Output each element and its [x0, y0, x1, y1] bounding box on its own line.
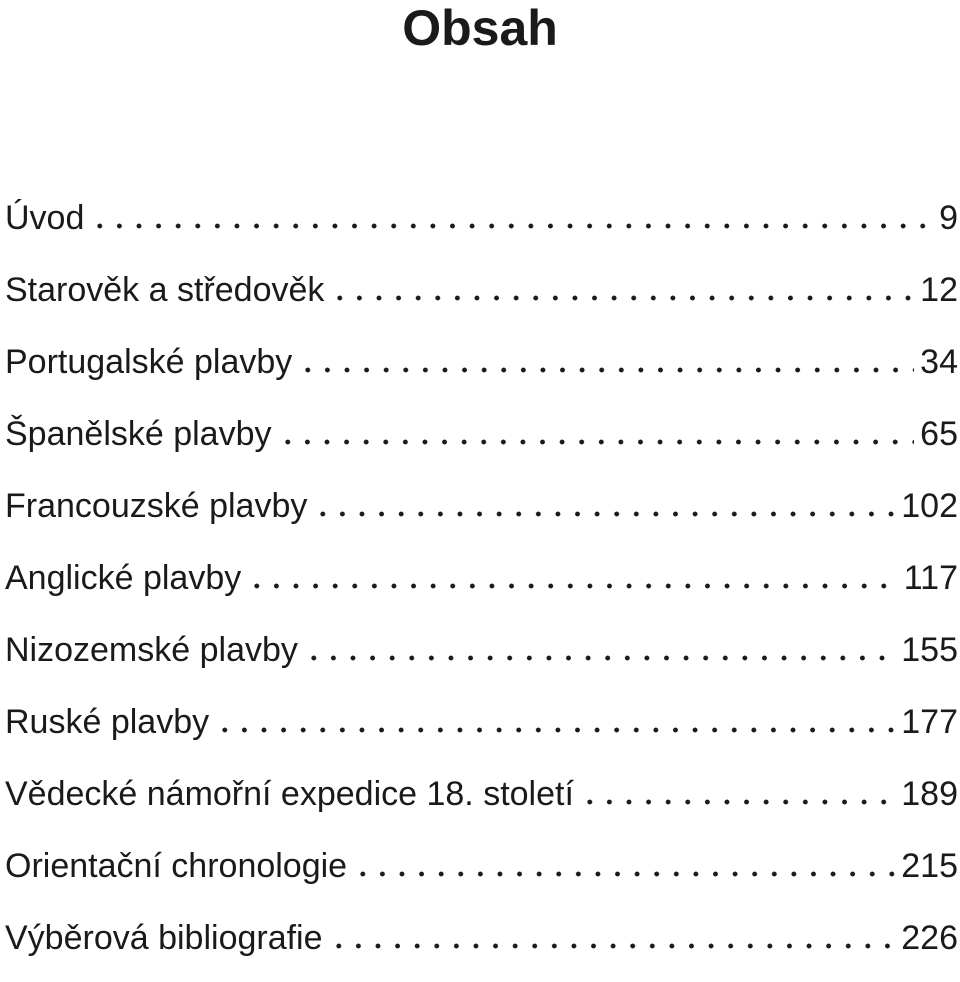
- table-of-contents: Úvod 9 Starověk a středověk 12 Portugalské p…: [5, 190, 958, 982]
- toc-entry: Vědecké námořní expedice 18. století 189: [5, 766, 958, 838]
- entry-label: Francouzské plavby: [5, 487, 308, 525]
- entry-label: Vědecké námořní expedice 18. století: [5, 775, 574, 813]
- page-number: 189: [901, 775, 958, 813]
- dot-leader: [313, 511, 896, 517]
- dot-leader: [353, 871, 896, 877]
- entry-label: Úvod: [5, 199, 85, 237]
- entry-label: Ruské plavby: [5, 703, 210, 741]
- entry-label: Anglické plavby: [5, 559, 242, 597]
- toc-entry: Výběrová bibliografie 226: [5, 910, 958, 982]
- page-number: 65: [920, 415, 958, 453]
- page-number: 117: [903, 559, 958, 597]
- toc-entry: Starověk a středověk 12: [5, 262, 958, 334]
- toc-entry: Úvod 9: [5, 190, 958, 262]
- page-number: 226: [901, 919, 958, 957]
- dot-leader: [579, 799, 896, 805]
- toc-entry: Portugalské plavby 34: [5, 334, 958, 406]
- entry-label: Nizozemské plavby: [5, 631, 298, 669]
- dot-leader: [90, 223, 934, 229]
- toc-entry: Ruské plavby 177: [5, 694, 958, 766]
- entry-label: Výběrová bibliografie: [5, 919, 323, 957]
- title: Obsah: [402, 0, 558, 56]
- page-number: 215: [901, 847, 958, 885]
- page: Obsah Úvod 9 Starověk a středověk 12 Portuga…: [5, 0, 958, 957]
- entry-label: Španělské plavby: [5, 415, 272, 453]
- entry-label: Orientační chronologie: [5, 847, 348, 885]
- toc-entry: Anglické plavby 117: [5, 550, 958, 622]
- dot-leader: [298, 367, 915, 373]
- page-number: 155: [901, 631, 958, 669]
- page-number: 177: [901, 703, 958, 741]
- dot-leader: [215, 727, 896, 733]
- toc-entry: Orientační chronologie 215: [5, 838, 958, 910]
- toc-entry: Nizozemské plavby 155: [5, 622, 958, 694]
- dot-leader: [277, 439, 915, 445]
- toc-entry: Španělské plavby 65: [5, 406, 958, 478]
- dot-leader: [330, 295, 915, 301]
- toc-entry: Francouzské plavby 102: [5, 478, 958, 550]
- page-number: 34: [920, 343, 958, 381]
- dot-leader: [303, 655, 896, 661]
- entry-label: Starověk a středověk: [5, 271, 325, 309]
- dot-leader: [328, 943, 896, 949]
- page-number: 12: [920, 271, 958, 309]
- page-number: 102: [901, 487, 958, 525]
- page-number: 9: [939, 199, 958, 237]
- dot-leader: [247, 583, 898, 589]
- entry-label: Portugalské plavby: [5, 343, 293, 381]
